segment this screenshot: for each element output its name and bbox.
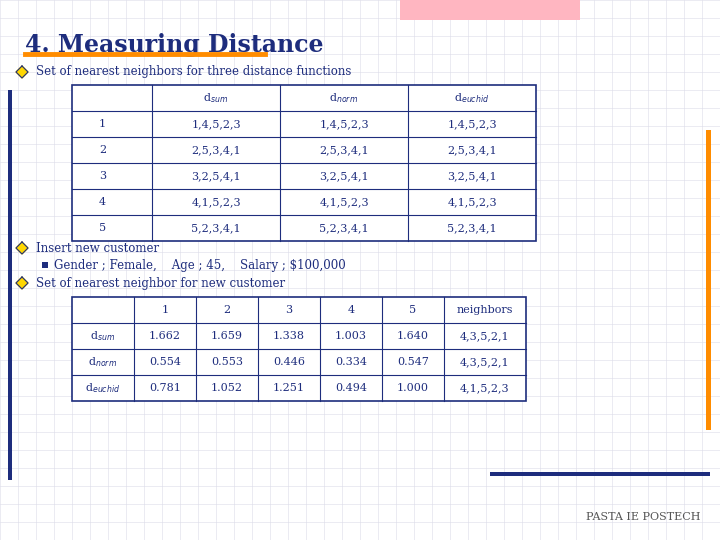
Text: 1.000: 1.000 — [397, 383, 429, 393]
Text: 3,2,5,4,1: 3,2,5,4,1 — [447, 171, 497, 181]
Text: 4,1,5,2,3: 4,1,5,2,3 — [319, 197, 369, 207]
Text: 0.446: 0.446 — [273, 357, 305, 367]
Text: 4,3,5,2,1: 4,3,5,2,1 — [460, 357, 510, 367]
Bar — [490, 472, 710, 476]
Text: 1,4,5,2,3: 1,4,5,2,3 — [447, 119, 497, 129]
Bar — [706, 130, 711, 430]
Text: 1: 1 — [161, 305, 168, 315]
Text: Gender ; Female,    Age ; 45,    Salary ; $100,000: Gender ; Female, Age ; 45, Salary ; $100… — [54, 259, 346, 272]
Text: d$_{sum}$: d$_{sum}$ — [91, 329, 116, 343]
Bar — [42, 262, 48, 268]
Text: 1: 1 — [99, 119, 106, 129]
Text: 1.659: 1.659 — [211, 331, 243, 341]
Text: 3,2,5,4,1: 3,2,5,4,1 — [319, 171, 369, 181]
Text: 3: 3 — [99, 171, 106, 181]
Text: neighbors: neighbors — [456, 305, 513, 315]
Polygon shape — [16, 277, 28, 289]
Bar — [72, 85, 536, 241]
Text: 4,1,5,2,3: 4,1,5,2,3 — [447, 197, 497, 207]
Text: 0.553: 0.553 — [211, 357, 243, 367]
Text: 5,2,3,4,1: 5,2,3,4,1 — [447, 223, 497, 233]
Text: 4,3,5,2,1: 4,3,5,2,1 — [460, 331, 510, 341]
Bar — [72, 297, 526, 401]
Text: 2: 2 — [223, 305, 230, 315]
Text: Set of nearest neighbor for new customer: Set of nearest neighbor for new customer — [36, 276, 285, 289]
Text: 2: 2 — [99, 145, 106, 155]
Text: 1.052: 1.052 — [211, 383, 243, 393]
Polygon shape — [16, 242, 28, 254]
Text: 5: 5 — [410, 305, 417, 315]
Text: 5,2,3,4,1: 5,2,3,4,1 — [192, 223, 240, 233]
Text: 1.662: 1.662 — [149, 331, 181, 341]
Text: 5: 5 — [99, 223, 106, 233]
Text: d$_{norm}$: d$_{norm}$ — [330, 91, 359, 105]
Text: d$_{norm}$: d$_{norm}$ — [89, 355, 117, 369]
Text: 5,2,3,4,1: 5,2,3,4,1 — [319, 223, 369, 233]
Text: PASTA IE POSTECH: PASTA IE POSTECH — [585, 512, 700, 522]
Bar — [8, 90, 12, 480]
Text: 1.338: 1.338 — [273, 331, 305, 341]
Text: 3: 3 — [285, 305, 292, 315]
Text: 1,4,5,2,3: 1,4,5,2,3 — [319, 119, 369, 129]
Text: Set of nearest neighbors for three distance functions: Set of nearest neighbors for three dista… — [36, 65, 351, 78]
Text: 1.251: 1.251 — [273, 383, 305, 393]
Text: 0.494: 0.494 — [335, 383, 367, 393]
Bar — [400, 0, 580, 20]
Text: 1.003: 1.003 — [335, 331, 367, 341]
Text: 2,5,3,4,1: 2,5,3,4,1 — [192, 145, 240, 155]
Text: 4,1,5,2,3: 4,1,5,2,3 — [192, 197, 240, 207]
Text: 4: 4 — [348, 305, 354, 315]
Text: 0.547: 0.547 — [397, 357, 429, 367]
Text: 0.334: 0.334 — [335, 357, 367, 367]
Text: 4. Measuring Distance: 4. Measuring Distance — [25, 33, 323, 57]
Text: 4: 4 — [99, 197, 106, 207]
Text: 1.640: 1.640 — [397, 331, 429, 341]
Text: Insert new customer: Insert new customer — [36, 241, 159, 254]
Text: 0.781: 0.781 — [149, 383, 181, 393]
Text: 2,5,3,4,1: 2,5,3,4,1 — [447, 145, 497, 155]
Text: 3,2,5,4,1: 3,2,5,4,1 — [192, 171, 240, 181]
Text: d$_{euchid}$: d$_{euchid}$ — [86, 381, 121, 395]
Text: 2,5,3,4,1: 2,5,3,4,1 — [319, 145, 369, 155]
Polygon shape — [16, 66, 28, 78]
Text: 1,4,5,2,3: 1,4,5,2,3 — [192, 119, 240, 129]
Text: 0.554: 0.554 — [149, 357, 181, 367]
Text: d$_{euchid}$: d$_{euchid}$ — [454, 91, 490, 105]
Text: d$_{sum}$: d$_{sum}$ — [203, 91, 229, 105]
Text: 4,1,5,2,3: 4,1,5,2,3 — [460, 383, 510, 393]
